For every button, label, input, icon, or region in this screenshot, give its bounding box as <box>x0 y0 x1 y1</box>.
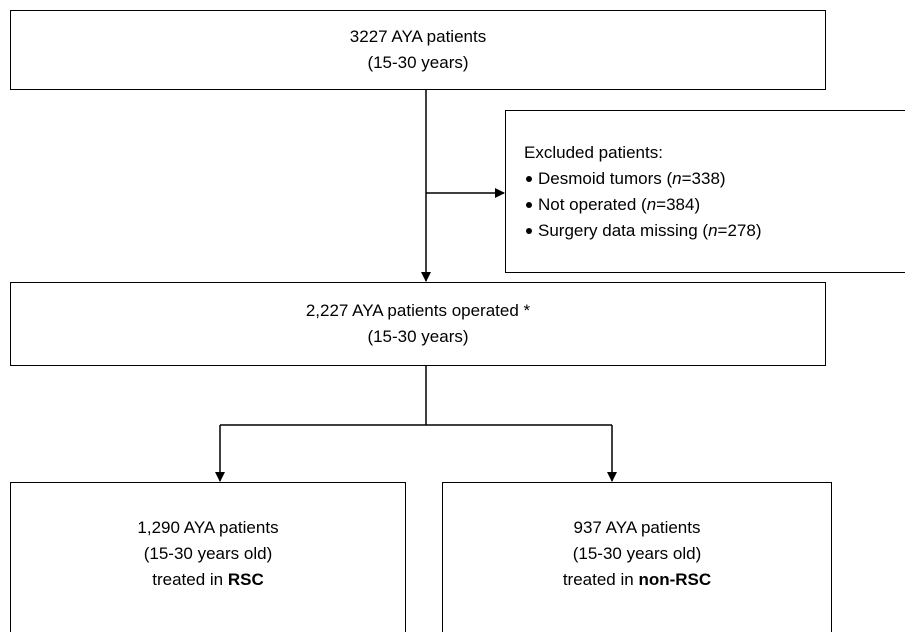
non-rsc-box: 937 AYA patients (15-30 years old) treat… <box>442 482 832 632</box>
box-text: (15-30 years old) <box>143 543 273 563</box>
text: treated in <box>152 569 228 589</box>
operated-box: 2,227 AYA patients operated * (15-30 yea… <box>10 282 826 366</box>
bullet <box>526 201 532 208</box>
excluded-box: Excluded patients: Desmoid tumors (n =338… <box>505 110 905 273</box>
box-text: (15-30 years) <box>367 53 469 72</box>
bold-text: RSC <box>227 569 264 589</box>
rsc-box: 1,290 AYA patients (15-30 years old) tre… <box>10 482 406 632</box>
bullet <box>526 175 532 182</box>
bullet <box>526 227 532 234</box>
box-text: 3227 AYA patients <box>349 27 487 46</box>
italic-text: n <box>672 168 682 188</box>
text: Not operated ( <box>538 194 647 214</box>
box-text: 1,290 AYA patients <box>137 517 279 537</box>
text: treated in <box>562 569 639 589</box>
excluded-item: Desmoid tumors (n =338) <box>524 166 762 192</box>
italic-text: n <box>708 220 718 240</box>
italic-text: n <box>646 194 657 214</box>
text: Surgery data missing ( <box>538 220 709 240</box>
box-text: treated in RSC <box>152 567 264 593</box>
text: =338) <box>681 168 726 188</box>
text: Desmoid tumors ( <box>538 168 673 188</box>
excluded-title: Excluded patients: <box>524 142 663 162</box>
excluded-item: Not operated (n =384) <box>524 192 762 218</box>
box-text: treated in non-RSC <box>563 567 711 593</box>
box-text: (15-30 years) <box>367 327 469 346</box>
bold-text: non-RSC <box>638 569 712 589</box>
box-text: 2,227 AYA patients operated * <box>305 301 531 320</box>
excluded-list: Desmoid tumors (n =338) Not operated (n =38… <box>524 166 762 244</box>
text: =384) <box>656 194 701 214</box>
excluded-item: Surgery data missing (n =278) <box>524 218 762 244</box>
total-box: 3227 AYA patients (15-30 years) <box>10 10 826 90</box>
box-text: (15-30 years old) <box>572 543 702 563</box>
text: =278) <box>717 220 762 240</box>
box-text: 937 AYA patients <box>573 517 701 537</box>
